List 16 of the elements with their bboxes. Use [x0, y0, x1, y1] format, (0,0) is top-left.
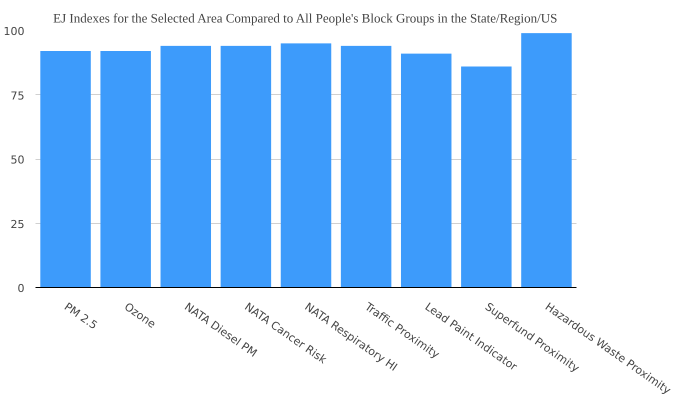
bar — [160, 46, 212, 288]
bar — [220, 46, 272, 288]
y-tick-label: 0 — [18, 282, 24, 295]
bar — [100, 51, 151, 288]
y-tick-label: 100 — [4, 25, 25, 38]
bar — [461, 66, 512, 288]
bar — [40, 51, 91, 288]
chart-title: EJ Indexes for the Selected Area Compared to All People's Block Groups in the State/Region/US — [53, 10, 558, 26]
bar — [340, 46, 392, 288]
x-tick-label: PM 2.5 — [62, 300, 100, 332]
y-tick-label: 75 — [10, 89, 25, 102]
bar — [521, 33, 572, 288]
y-tick-label: 50 — [10, 154, 25, 166]
y-tick-label: 25 — [10, 218, 25, 231]
bar — [400, 54, 452, 288]
bar — [280, 43, 332, 288]
